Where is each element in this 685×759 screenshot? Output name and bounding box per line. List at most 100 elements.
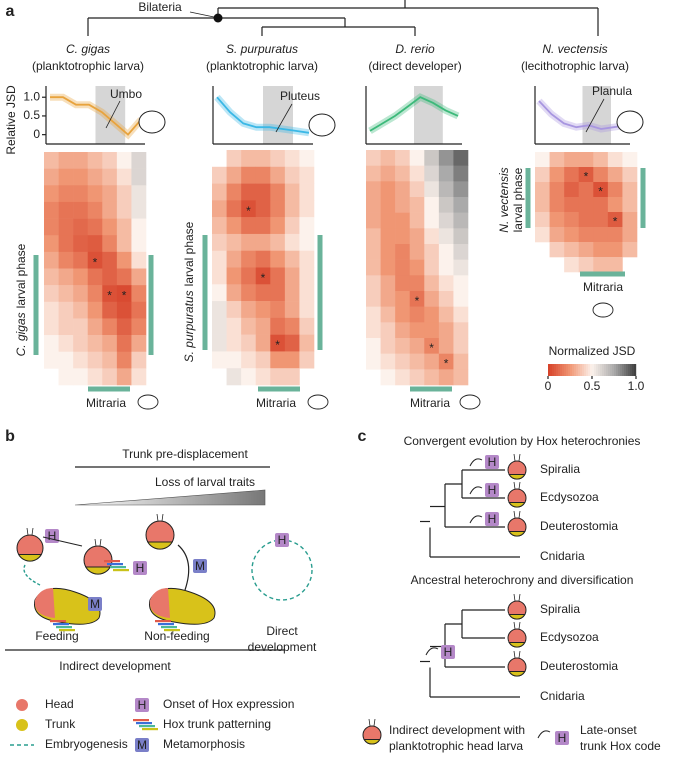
cilium <box>513 650 516 659</box>
cilium <box>513 593 516 602</box>
heatmap-cell <box>535 212 550 228</box>
heatmap-cell <box>102 201 118 219</box>
heatmap-cell <box>116 218 132 236</box>
heatmap-cell <box>535 167 550 183</box>
heatmap-cell <box>284 368 300 386</box>
phase-text: larval phase <box>511 167 525 232</box>
legend-hox <box>555 731 569 745</box>
phase-species: S. purpuratus <box>182 290 196 362</box>
heatmap-cell <box>131 318 147 336</box>
colorbar-step <box>598 364 601 376</box>
larva-icon <box>616 110 644 134</box>
heatmap-cell <box>58 218 74 236</box>
hox-stripe <box>136 722 152 725</box>
hox-box-letter: H <box>488 455 497 469</box>
cilium <box>161 513 164 522</box>
heatmap-cell <box>44 218 59 236</box>
heatmap-cell <box>366 181 381 198</box>
heatmap-cell <box>593 212 609 228</box>
taxon-label: Deuterostomia <box>540 659 618 673</box>
larva-icon <box>138 110 166 134</box>
colorbar-tick-label: 1.0 <box>628 379 645 393</box>
hox-stripe <box>110 566 126 569</box>
heatmap-cell <box>453 291 469 307</box>
heatmap-cell <box>395 181 411 198</box>
heatmap-cell <box>424 197 440 213</box>
non-feeding-label: Non-feeding <box>144 629 209 643</box>
heatmap-cell <box>395 306 411 323</box>
heatmap-cell <box>622 182 638 198</box>
mitraria-bar <box>410 386 452 392</box>
heatmap-cell <box>241 284 257 302</box>
heatmap-cell <box>409 322 425 339</box>
panel-label: a <box>6 3 15 20</box>
heatmap-cell <box>607 257 623 273</box>
cilium <box>513 453 516 462</box>
heatmap-cell <box>226 301 242 319</box>
highlight <box>582 86 611 144</box>
species-stage: (lecithotrophic larva) <box>521 59 629 73</box>
heatmap-cell <box>131 168 147 186</box>
colorbar-step <box>604 364 607 376</box>
heatmap-cell <box>564 227 580 243</box>
heatmap-cell <box>131 185 147 203</box>
heatmap-cell <box>438 165 454 182</box>
colorbar-step <box>556 364 559 376</box>
heatmap-cell <box>284 150 300 168</box>
star: * <box>415 294 420 308</box>
hox-box <box>441 645 455 659</box>
heatmap-cell <box>270 284 286 302</box>
heatmap-cell <box>73 351 89 369</box>
heatmap-cell <box>380 338 396 354</box>
heatmap-cell <box>116 268 132 286</box>
colorbar-step <box>552 364 555 376</box>
hox-box <box>275 533 289 547</box>
phase-label: C. gigas larval phase <box>14 243 28 356</box>
embryo-trunk <box>508 502 526 508</box>
heatmap-cell <box>409 353 425 370</box>
heatmap-cell <box>255 267 271 285</box>
heatmap-cell <box>453 181 469 198</box>
hox-stripe <box>50 620 66 623</box>
heatmap-cell <box>226 317 242 335</box>
mitraria-bar <box>88 386 130 392</box>
phase-text: larval phase <box>14 243 28 308</box>
mitraria-label: Mitraria <box>583 280 623 294</box>
heatmap-cell <box>380 165 396 182</box>
heatmap-cell <box>73 301 89 319</box>
icon-label: Umbo <box>110 87 142 101</box>
heatmap-cell <box>380 150 396 166</box>
heatmap-cell <box>299 334 315 352</box>
heatmap-cell <box>87 185 103 203</box>
phase-bar <box>33 255 39 355</box>
heatmap-cell <box>438 338 454 354</box>
colorbar-step <box>614 364 617 376</box>
heatmap-cell <box>131 218 147 236</box>
heatmap-cell <box>102 301 118 319</box>
heatmap-cell <box>453 369 469 386</box>
hox-stripe <box>59 629 75 632</box>
heatmap-cell <box>438 291 454 307</box>
heatmap-cell <box>549 182 565 198</box>
heatmap-cell <box>226 150 242 168</box>
heatmap-cell <box>438 181 454 198</box>
heatmap-cell <box>87 251 103 269</box>
legend-text: Head <box>45 697 74 711</box>
heatmap-cell <box>578 257 594 273</box>
heatmap-cell <box>241 200 257 218</box>
heatmap-cell <box>284 317 300 335</box>
heatmap-cell <box>424 353 440 370</box>
heatmap-cell <box>241 183 257 201</box>
heatmap-cell <box>284 200 300 218</box>
heatmap-cell <box>380 244 396 260</box>
heatmap-cell <box>255 301 271 319</box>
heatmap-cell <box>241 233 257 252</box>
heatmap-cell <box>241 301 257 319</box>
heatmap-cell <box>270 267 286 285</box>
heatmap-cell <box>299 301 315 319</box>
heatmap-cell <box>424 165 440 182</box>
colorbar-step <box>576 364 579 376</box>
heatmap-cell <box>593 167 609 183</box>
heatmap-cell <box>87 318 103 336</box>
embryo-trunk <box>508 642 526 648</box>
